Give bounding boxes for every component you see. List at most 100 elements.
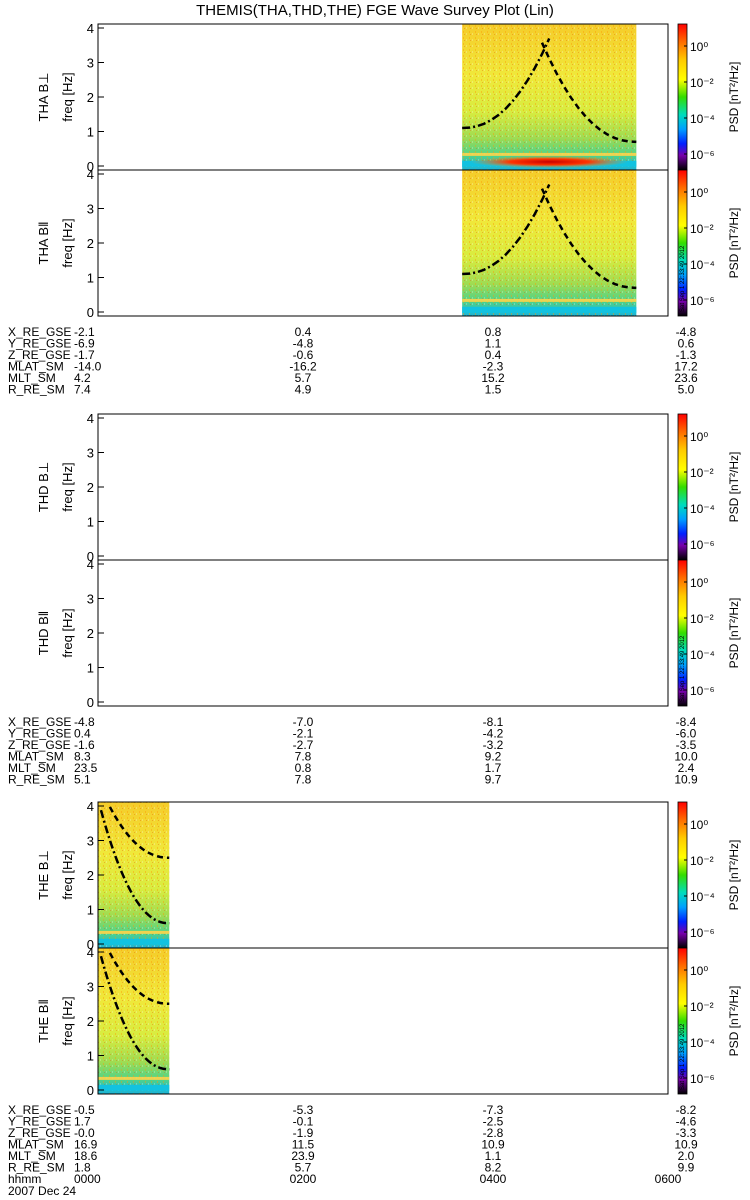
ephemeris-name: X_RE_GSE [8,1103,71,1117]
freq-axis-label: freq [Hz] [60,72,75,121]
ephemeris-name: MLT_SM [8,761,56,775]
panel-label: THD B‖ [36,611,51,655]
ephemeris-name: Y_RE_GSE [8,727,71,741]
ephemeris-value: -14.0 [74,360,102,374]
ephemeris-value: -8.1 [483,715,504,729]
ephemeris-value: -1.7 [74,348,95,362]
ephemeris-value: 16.9 [74,1138,98,1152]
timestamp-stamp: Sat Sep 1 22:33:49 2012 [680,1023,686,1090]
ephemeris-name: MLT_SM [8,371,56,385]
y-tick-label: 3 [87,834,94,849]
ephemeris-name: R_RE_SM [8,1161,65,1175]
spectrogram-texture [98,948,170,1094]
ephemeris-value: 1.1 [485,337,502,351]
ephemeris-value: -0.6 [293,348,314,362]
colorbar-label: PSD [nT²/Hz] [727,986,741,1057]
ephemeris-name: MLAT_SM [8,1138,64,1152]
ephemeris-value: 0.4 [74,727,91,741]
y-tick-label: 3 [87,56,94,71]
y-tick-label: 4 [87,945,94,960]
ephemeris-value: -2.7 [293,738,314,752]
gyrofrequency-curve [108,952,170,1005]
y-tick-label: 1 [87,125,94,140]
gyrofrequency-curve [540,42,637,144]
colorbar-tick-label: 10⁰ [690,40,708,54]
ephemeris-name: Z_RE_GSE [8,348,71,362]
ephemeris-name: X_RE_GSE [8,715,71,729]
freq-axis-label: freq [Hz] [60,218,75,267]
ephemeris-value: 1.5 [485,383,502,397]
spectrogram-panel: 0 1 2 3 4 THE B‖ freq [Hz] 10⁰ 10⁻² 10⁻⁴ 10⁻⁶ PSD [… [36,945,741,1098]
ephemeris-value: 0.6 [678,337,695,351]
ephemeris-value: 1.7 [485,761,502,775]
ephemeris-value: -5.3 [293,1103,314,1117]
colorbar-gradient [677,559,688,707]
probe-group: 0 1 2 3 4 THD B⊥ freq [Hz] 10⁰ 10⁻² 10⁻⁴ 10⁻⁶ PSD [… [8,411,741,787]
colorbar-tick-label: 10⁻² [690,612,714,626]
ephemeris-value: -0.0 [74,1126,95,1140]
colorbar-tick-label: 10⁻⁶ [690,294,715,308]
ephemeris-value: 10.0 [674,750,698,764]
ephemeris-value: 8.3 [74,750,91,764]
ephemeris-table: X_RE_GSE -2.1 0.4 0.8 -4.8 Y_RE_GSE -6.9 -4.8 1.… [8,325,698,397]
spectrogram-panel: 0 1 2 3 4 THA B⊥ freq [Hz] 10⁰ 10⁻² 10⁻⁴ 10⁻⁶ PSD [… [36,21,741,174]
ephemeris-value: -2.8 [483,1126,504,1140]
ephemeris-value: -4.6 [676,1115,697,1129]
probe-group: 0 1 2 3 4 THE B⊥ freq [Hz] 10⁰ 10⁻² 10⁻⁴ 10⁻⁶ PSD [… [8,799,741,1198]
probe-group: 0 1 2 3 4 THA B⊥ freq [Hz] 10⁰ 10⁻² 10⁻⁴ 10⁻⁶ PSD [… [8,21,741,397]
ephemeris-value: 2.4 [678,761,695,775]
colorbar-label: PSD [nT²/Hz] [727,452,741,523]
ephemeris-value: 9.2 [485,750,502,764]
freq-axis-label: freq [Hz] [60,608,75,657]
gyrofrequency-curve [462,184,551,276]
y-tick-label: 4 [87,21,94,36]
gyrofrequency-curve [540,188,637,290]
ephemeris-value: -2.5 [483,1115,504,1129]
spectrogram-panel: 0 1 2 3 4 THE B⊥ freq [Hz] 10⁰ 10⁻² 10⁻⁴ 10⁻⁶ PSD [… [36,799,741,952]
ephemeris-value: -1.6 [74,738,95,752]
ephemeris-value: 10.9 [674,773,698,787]
ephemeris-value: -3.5 [676,738,697,752]
colorbar-tick-label: 10⁻² [690,466,714,480]
ephemeris-value: 4.9 [295,383,312,397]
time-tick-label: 0000 [74,1172,101,1186]
y-tick-label: 1 [87,903,94,918]
y-tick-label: 0 [87,937,94,952]
spectrogram-texture [462,24,637,170]
ephemeris-value: -8.4 [676,715,697,729]
ephemeris-value: -4.8 [293,337,314,351]
ephemeris-value: -6.0 [676,727,697,741]
ephemeris-value: 4.2 [74,371,91,385]
freq-axis-label: freq [Hz] [60,462,75,511]
y-tick-label: 4 [87,167,94,182]
spectral-band [98,930,170,934]
y-tick-label: 0 [87,549,94,564]
colorbar: 10⁰ 10⁻² 10⁻⁴ 10⁻⁶ PSD [nT²/Hz] Sat Sep 1 22:… [677,559,741,707]
gyrofrequency-curve [462,38,551,130]
ephemeris-value: -6.9 [74,337,95,351]
y-tick-label: 3 [87,980,94,995]
spectrogram-texture [98,802,170,948]
colorbar: 10⁰ 10⁻² 10⁻⁴ 10⁻⁶ PSD [nT²/Hz] [677,801,741,949]
ephemeris-value: -7.3 [483,1103,504,1117]
ephemeris-value: 23.9 [291,1149,315,1163]
spectral-band [98,1084,170,1091]
ephemeris-value: 9.9 [678,1161,695,1175]
ephemeris-name: MLAT_SM [8,750,64,764]
ephemeris-value: 15.2 [481,371,505,385]
ephemeris-value: 23.6 [674,371,698,385]
ephemeris-value: -0.5 [74,1103,95,1117]
gyrofrequency-curve [99,955,170,1071]
spectral-band [98,938,170,945]
ephemeris-value: 7.8 [295,750,312,764]
colorbar-tick-label: 10⁰ [690,818,708,832]
colorbar-tick-label: 10⁻² [690,76,714,90]
colorbar-tick-label: 10⁰ [690,964,708,978]
y-tick-label: 0 [87,159,94,174]
ephemeris-name: Z_RE_GSE [8,1126,71,1140]
y-tick-label: 2 [87,480,94,495]
spectral-band [462,298,637,302]
spectrogram-panel: 0 1 2 3 4 THD B‖ freq [Hz] 10⁰ 10⁻² 10⁻⁴ 10⁻⁶ PSD [… [36,557,741,710]
y-tick-label: 3 [87,202,94,217]
